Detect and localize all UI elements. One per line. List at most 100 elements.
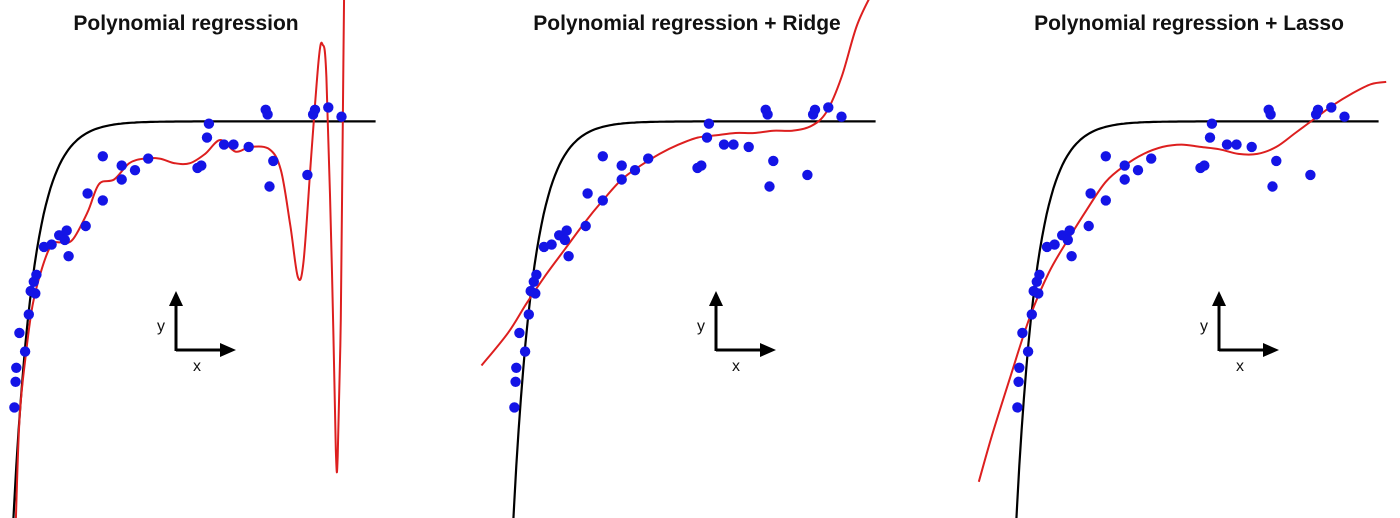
x-axis-label: x — [732, 358, 740, 375]
panel-title: Polynomial regression + Lasso — [1034, 12, 1344, 35]
data-point — [268, 155, 279, 167]
fit-curve — [480, 0, 870, 367]
data-point — [629, 165, 641, 176]
data-point — [14, 327, 25, 339]
y-axis-label: y — [1200, 318, 1208, 335]
data-point — [1267, 181, 1278, 192]
data-point — [46, 239, 57, 250]
data-point — [597, 151, 608, 162]
data-point — [523, 309, 534, 320]
data-point — [1312, 104, 1324, 116]
data-point — [1064, 225, 1075, 236]
data-point — [519, 346, 531, 357]
data-point — [1265, 109, 1276, 120]
true-curve — [512, 120, 876, 518]
data-point — [116, 160, 127, 171]
data-point — [243, 141, 254, 153]
true-curve-line — [12, 120, 376, 518]
data-point — [1305, 169, 1316, 181]
data-points — [1012, 102, 1350, 413]
true-curve — [1015, 120, 1379, 518]
data-point — [218, 139, 230, 150]
axes-arrow-icon: y x — [157, 291, 236, 375]
data-point — [1206, 118, 1218, 129]
data-point — [1085, 188, 1096, 199]
data-point — [116, 174, 127, 185]
data-point — [531, 269, 542, 280]
data-point — [1146, 153, 1157, 164]
data-point — [616, 174, 627, 185]
true-curve-line — [512, 120, 876, 518]
data-point — [9, 402, 20, 413]
data-point — [61, 225, 72, 236]
data-point — [561, 225, 572, 236]
data-point — [1012, 402, 1023, 413]
data-point — [196, 160, 207, 171]
data-point — [1062, 234, 1074, 246]
data-point — [597, 195, 608, 206]
true-curve-line — [1015, 120, 1379, 518]
data-point — [809, 104, 821, 116]
data-point — [1026, 309, 1038, 320]
data-point — [616, 160, 627, 171]
data-point — [1326, 102, 1337, 113]
data-point — [546, 239, 557, 250]
data-point — [63, 251, 74, 262]
data-point — [514, 327, 525, 339]
panel-polynomial-regression: Polynomial regression y x — [9, 0, 376, 518]
data-point — [264, 181, 275, 192]
data-point — [1066, 251, 1077, 262]
x-axis-label: x — [1236, 358, 1244, 375]
data-point — [511, 362, 522, 373]
data-point — [823, 102, 834, 113]
data-point — [802, 169, 813, 181]
data-point — [201, 132, 213, 143]
data-point — [696, 160, 707, 171]
data-point — [1033, 288, 1044, 299]
data-point — [582, 188, 593, 199]
data-point — [559, 234, 571, 246]
data-point — [1231, 139, 1242, 150]
data-point — [30, 288, 41, 299]
panel-polynomial-regression-ridge: Polynomial regression + Ridge y x — [480, 0, 876, 518]
data-point — [703, 118, 715, 129]
data-point — [1119, 160, 1130, 171]
data-point — [10, 376, 21, 387]
data-points — [9, 102, 347, 413]
data-point — [1119, 174, 1130, 185]
data-point — [1271, 155, 1282, 167]
panel-polynomial-regression-lasso: Polynomial regression + Lasso y x — [977, 12, 1387, 518]
data-point — [302, 169, 313, 181]
data-point — [80, 220, 91, 232]
x-axis-label: x — [193, 358, 201, 375]
data-point — [768, 155, 779, 167]
panel-title: Polynomial regression + Ridge — [533, 12, 841, 35]
data-point — [1246, 141, 1257, 153]
y-axis-label: y — [697, 318, 705, 335]
true-curve — [12, 120, 376, 518]
data-point — [11, 362, 22, 373]
data-point — [530, 288, 541, 299]
data-point — [309, 104, 321, 116]
data-point — [743, 141, 754, 153]
data-point — [701, 132, 713, 143]
data-point — [1100, 151, 1112, 162]
data-point — [23, 309, 34, 320]
data-point — [336, 111, 347, 122]
data-point — [228, 139, 239, 150]
data-point — [82, 188, 93, 199]
data-point — [1049, 239, 1060, 250]
data-point — [762, 109, 773, 120]
panel-title: Polynomial regression — [73, 12, 298, 35]
data-point — [764, 181, 775, 192]
data-point — [1339, 111, 1350, 122]
data-point — [203, 118, 215, 129]
fit-curve-line — [480, 0, 870, 367]
data-point — [262, 109, 273, 120]
data-point — [1013, 376, 1024, 387]
data-point — [1017, 327, 1028, 339]
data-points — [509, 102, 847, 413]
data-point — [59, 234, 70, 246]
data-point — [1221, 139, 1233, 150]
